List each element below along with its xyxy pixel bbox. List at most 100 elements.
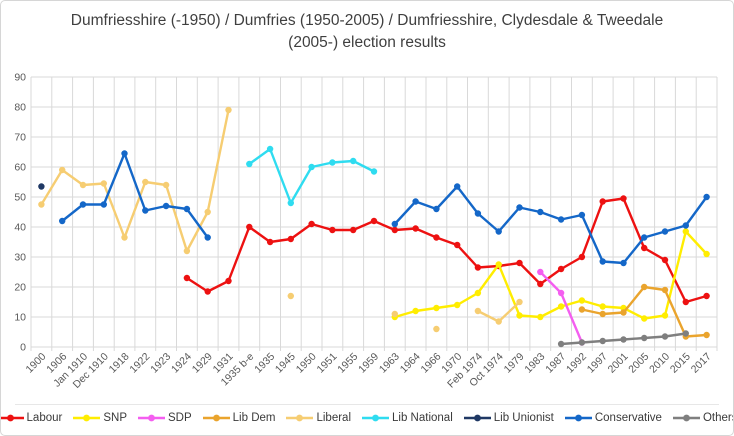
data-point bbox=[599, 198, 606, 205]
data-point bbox=[682, 298, 689, 306]
data-point bbox=[599, 258, 606, 265]
data-point bbox=[516, 298, 523, 306]
data-point bbox=[329, 159, 336, 166]
data-point bbox=[329, 226, 336, 234]
data-point bbox=[412, 307, 419, 315]
data-point bbox=[225, 106, 232, 114]
legend-item-sdp: SDP bbox=[138, 412, 192, 424]
data-point bbox=[641, 244, 648, 252]
data-point bbox=[703, 292, 710, 300]
data-point bbox=[537, 313, 544, 321]
data-point bbox=[433, 234, 440, 241]
legend-item-lib-national: Lib National bbox=[362, 412, 453, 424]
svg-text:1922: 1922 bbox=[127, 351, 152, 376]
legend-label-conservative: Conservative bbox=[594, 412, 662, 424]
data-point bbox=[391, 220, 398, 228]
data-point bbox=[620, 309, 627, 316]
data-point bbox=[557, 265, 565, 273]
data-point bbox=[495, 318, 502, 325]
svg-text:10: 10 bbox=[14, 312, 26, 324]
series-lib-dem bbox=[578, 283, 710, 340]
series-others bbox=[557, 330, 689, 348]
legend-swatch-snp bbox=[73, 414, 101, 422]
data-point bbox=[703, 331, 710, 339]
svg-text:1900: 1900 bbox=[24, 351, 49, 376]
data-point bbox=[537, 280, 544, 288]
data-point bbox=[454, 241, 461, 249]
data-point bbox=[350, 157, 357, 165]
data-point bbox=[59, 166, 66, 174]
svg-text:20: 20 bbox=[14, 282, 26, 294]
series-snp bbox=[391, 228, 710, 322]
svg-text:1945: 1945 bbox=[273, 351, 298, 376]
data-point bbox=[474, 264, 482, 271]
data-point bbox=[246, 223, 253, 231]
svg-text:30: 30 bbox=[14, 252, 26, 264]
data-point bbox=[433, 325, 440, 333]
legend-label-lib-dem: Lib Dem bbox=[232, 412, 276, 424]
data-point bbox=[142, 178, 149, 186]
data-point bbox=[661, 333, 669, 340]
legend-item-others: Others bbox=[672, 412, 733, 424]
data-point bbox=[266, 238, 274, 246]
data-point bbox=[641, 334, 648, 342]
data-point bbox=[412, 225, 419, 232]
svg-text:1979: 1979 bbox=[502, 351, 527, 376]
svg-text:1987: 1987 bbox=[543, 351, 568, 376]
data-point bbox=[204, 234, 211, 241]
svg-text:60: 60 bbox=[14, 162, 26, 174]
data-point bbox=[641, 234, 648, 241]
legend-label-snp: SNP bbox=[103, 412, 127, 424]
data-point bbox=[454, 301, 461, 309]
svg-text:1966: 1966 bbox=[419, 351, 444, 376]
series-liberal bbox=[38, 106, 523, 333]
data-point bbox=[578, 306, 586, 313]
data-point bbox=[557, 216, 565, 223]
svg-text:1955: 1955 bbox=[335, 351, 360, 376]
data-point bbox=[79, 201, 87, 208]
data-point bbox=[578, 339, 586, 346]
data-point bbox=[661, 312, 669, 319]
svg-text:2010: 2010 bbox=[647, 351, 672, 376]
legend-swatch-others bbox=[672, 414, 700, 422]
svg-text:50: 50 bbox=[14, 192, 26, 204]
data-point bbox=[599, 303, 606, 310]
data-point bbox=[474, 210, 482, 217]
data-point bbox=[537, 268, 544, 276]
svg-text:2015: 2015 bbox=[668, 351, 693, 376]
data-point bbox=[682, 222, 689, 229]
legend-label-sdp: SDP bbox=[168, 412, 192, 424]
data-point bbox=[474, 307, 482, 315]
svg-text:1992: 1992 bbox=[564, 351, 589, 376]
data-point bbox=[204, 208, 211, 216]
data-point bbox=[308, 220, 315, 228]
svg-text:1983: 1983 bbox=[522, 351, 547, 376]
svg-text:2001: 2001 bbox=[606, 351, 631, 376]
series-labour bbox=[183, 195, 710, 306]
data-point bbox=[620, 195, 627, 202]
data-point bbox=[516, 259, 523, 267]
legend-label-lib-unionist: Lib Unionist bbox=[493, 412, 554, 424]
data-point bbox=[308, 163, 315, 171]
series-lib-national bbox=[246, 145, 378, 207]
data-point bbox=[557, 303, 565, 310]
svg-text:1923: 1923 bbox=[148, 351, 173, 376]
data-point bbox=[557, 340, 565, 348]
data-point bbox=[183, 205, 191, 213]
svg-text:1963: 1963 bbox=[377, 351, 402, 376]
svg-text:80: 80 bbox=[14, 102, 26, 114]
legend-item-conservative: Conservative bbox=[564, 412, 662, 424]
data-point bbox=[557, 289, 565, 297]
legend-item-lib-unionist: Lib Unionist bbox=[463, 412, 554, 424]
data-point bbox=[350, 226, 357, 234]
data-point bbox=[661, 286, 669, 294]
data-point bbox=[537, 208, 544, 216]
legend-swatch-conservative bbox=[564, 414, 592, 422]
data-point bbox=[661, 228, 669, 235]
data-point bbox=[59, 217, 66, 225]
data-point bbox=[287, 199, 294, 207]
svg-text:1924: 1924 bbox=[169, 351, 194, 376]
y-axis-labels: 0 10 20 30 40 50 60 70 80 90 bbox=[14, 72, 26, 354]
